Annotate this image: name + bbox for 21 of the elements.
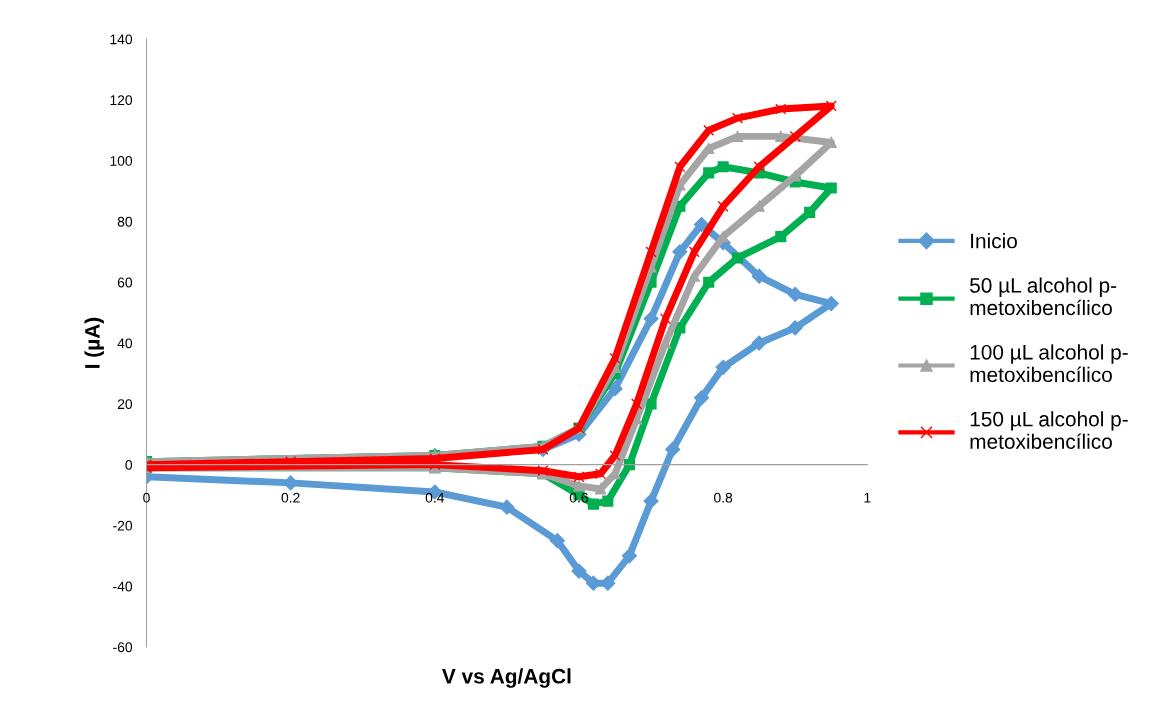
y-tick-label: 60: [117, 277, 133, 288]
y-tick-label: 120: [110, 95, 133, 106]
y-tick-label: 80: [117, 216, 133, 227]
x-tick-label: 0: [143, 492, 150, 503]
legend-label: 150 µL alcohol p-metoxibencílico: [970, 411, 1128, 449]
y-tick-label: 100: [110, 156, 133, 166]
y-tick-label: 0: [125, 459, 133, 470]
y-tick-label: 140: [110, 34, 133, 45]
y-tick-label: 20: [117, 399, 133, 410]
y-tick-label: -40: [113, 581, 133, 592]
y-tick-label: -20: [113, 520, 133, 531]
x-tick-label: 1: [864, 492, 871, 503]
y-axis-title: I (µA): [84, 317, 104, 368]
legend-label: 100 µL alcohol p-metoxibencílico: [970, 344, 1128, 383]
x-axis-title: V vs Ag/AgCl: [442, 668, 571, 688]
x-tick-label: 0.8: [714, 492, 733, 503]
legend-label: Inicio: [971, 233, 1017, 249]
x-tick-label: 0.2: [281, 492, 300, 503]
legend-label: 50 µL alcohol p-metoxibencílico: [970, 277, 1117, 316]
y-tick-label: 40: [117, 338, 133, 349]
y-tick-label: -60: [113, 642, 133, 653]
